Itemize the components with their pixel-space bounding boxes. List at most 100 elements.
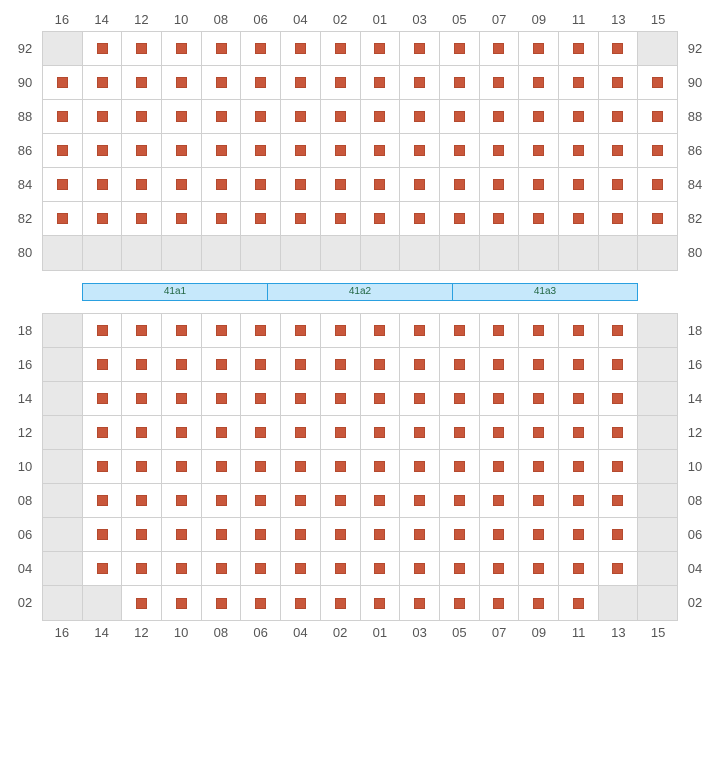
seat-cell[interactable] [202,382,242,416]
seat-cell[interactable] [400,586,440,620]
seat-cell[interactable] [162,518,202,552]
seat-cell[interactable] [559,168,599,202]
seat-cell[interactable] [321,518,361,552]
seat-cell[interactable] [43,66,83,100]
seat-cell[interactable] [281,552,321,586]
seat-cell[interactable] [43,168,83,202]
seat-cell[interactable] [400,518,440,552]
seat-cell[interactable] [361,348,401,382]
seat-cell[interactable] [281,416,321,450]
seat-cell[interactable] [361,518,401,552]
seat-cell[interactable] [440,586,480,620]
seat-cell[interactable] [43,100,83,134]
seat-cell[interactable] [519,348,559,382]
seat-cell[interactable] [361,382,401,416]
seat-cell[interactable] [162,552,202,586]
seat-cell[interactable] [202,314,242,348]
seat-cell[interactable] [440,66,480,100]
seat-cell[interactable] [122,100,162,134]
seat-cell[interactable] [599,348,639,382]
seat-cell[interactable] [281,134,321,168]
seat-cell[interactable] [361,202,401,236]
seat-cell[interactable] [559,348,599,382]
seat-cell[interactable] [519,552,559,586]
seat-cell[interactable] [480,552,520,586]
seat-cell[interactable] [480,100,520,134]
seat-cell[interactable] [480,66,520,100]
seat-cell[interactable] [599,134,639,168]
seat-cell[interactable] [241,552,281,586]
seat-cell[interactable] [599,416,639,450]
seat-cell[interactable] [559,586,599,620]
seat-cell[interactable] [519,314,559,348]
seat-cell[interactable] [480,348,520,382]
seat-cell[interactable] [281,484,321,518]
seat-cell[interactable] [361,314,401,348]
seat-cell[interactable] [202,518,242,552]
seat-cell[interactable] [321,202,361,236]
seat-cell[interactable] [83,382,123,416]
seat-cell[interactable] [281,32,321,66]
seat-cell[interactable] [440,552,480,586]
seat-cell[interactable] [83,314,123,348]
seat-cell[interactable] [321,66,361,100]
seat-cell[interactable] [281,382,321,416]
seat-cell[interactable] [162,484,202,518]
seat-cell[interactable] [400,100,440,134]
seat-cell[interactable] [400,32,440,66]
seat-cell[interactable] [440,134,480,168]
seat-cell[interactable] [599,518,639,552]
seat-cell[interactable] [559,66,599,100]
seat-cell[interactable] [43,134,83,168]
seat-cell[interactable] [241,416,281,450]
seat-cell[interactable] [162,202,202,236]
seat-cell[interactable] [480,450,520,484]
seat-cell[interactable] [400,202,440,236]
seat-cell[interactable] [202,66,242,100]
seat-cell[interactable] [122,134,162,168]
seat-cell[interactable] [122,484,162,518]
seat-cell[interactable] [162,348,202,382]
seat-cell[interactable] [440,416,480,450]
seat-cell[interactable] [638,66,677,100]
seat-cell[interactable] [321,484,361,518]
seat-cell[interactable] [400,66,440,100]
seat-cell[interactable] [480,134,520,168]
seat-cell[interactable] [321,134,361,168]
seat-cell[interactable] [440,484,480,518]
seat-cell[interactable] [638,168,677,202]
seat-cell[interactable] [202,134,242,168]
seat-cell[interactable] [559,32,599,66]
seat-cell[interactable] [400,314,440,348]
seat-cell[interactable] [281,314,321,348]
seat-cell[interactable] [519,100,559,134]
seat-cell[interactable] [519,32,559,66]
seat-cell[interactable] [361,484,401,518]
seat-cell[interactable] [599,552,639,586]
seat-cell[interactable] [241,134,281,168]
seat-cell[interactable] [599,382,639,416]
seat-cell[interactable] [480,484,520,518]
seat-cell[interactable] [241,348,281,382]
seat-cell[interactable] [400,348,440,382]
seat-cell[interactable] [480,416,520,450]
seat-cell[interactable] [480,314,520,348]
seat-cell[interactable] [361,586,401,620]
seat-cell[interactable] [440,450,480,484]
seat-cell[interactable] [519,416,559,450]
seat-cell[interactable] [202,168,242,202]
seat-cell[interactable] [400,382,440,416]
seat-cell[interactable] [162,382,202,416]
seat-cell[interactable] [599,202,639,236]
seat-cell[interactable] [599,450,639,484]
seat-cell[interactable] [321,586,361,620]
seat-cell[interactable] [480,32,520,66]
seat-cell[interactable] [400,552,440,586]
seat-cell[interactable] [122,382,162,416]
seat-cell[interactable] [83,416,123,450]
seat-cell[interactable] [162,450,202,484]
seat-cell[interactable] [440,100,480,134]
seat-cell[interactable] [480,586,520,620]
seat-cell[interactable] [599,314,639,348]
seat-cell[interactable] [43,202,83,236]
